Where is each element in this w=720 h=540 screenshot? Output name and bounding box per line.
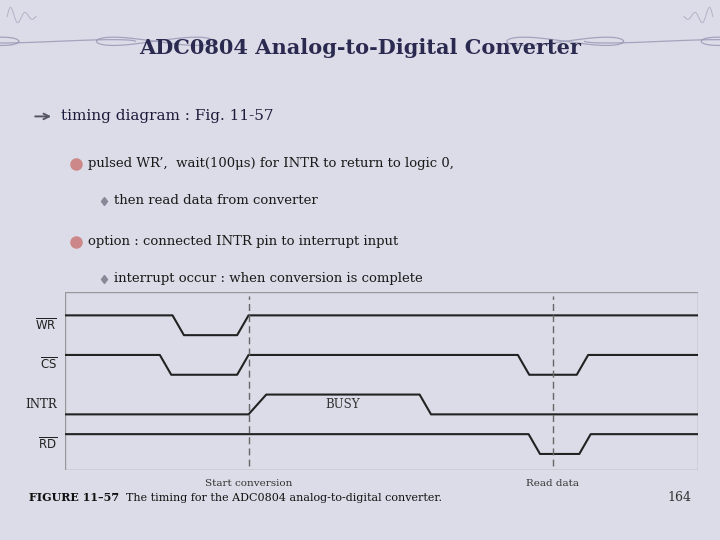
Text: Start conversion: Start conversion	[205, 478, 292, 488]
Text: timing diagram : Fig. 11-57: timing diagram : Fig. 11-57	[61, 110, 274, 124]
Text: ADC0804 Analog-to-Digital Converter: ADC0804 Analog-to-Digital Converter	[139, 38, 581, 58]
Text: $\overline{\rm WR}$: $\overline{\rm WR}$	[35, 318, 57, 333]
Text: $\overline{\rm RD}$: $\overline{\rm RD}$	[38, 436, 57, 452]
Text: option : connected INTR pin to interrupt input: option : connected INTR pin to interrupt…	[88, 235, 398, 248]
Text: then read data from converter: then read data from converter	[114, 194, 318, 207]
Text: Read data: Read data	[526, 478, 579, 488]
Text: interrupt occur : when conversion is complete: interrupt occur : when conversion is com…	[114, 272, 423, 285]
Text: FIGURE 11–57: FIGURE 11–57	[29, 492, 119, 503]
Text: $\overline{\rm CS}$: $\overline{\rm CS}$	[40, 357, 57, 373]
Text: pulsed WR’,  wait(100μs) for INTR to return to logic 0,: pulsed WR’, wait(100μs) for INTR to retu…	[88, 157, 454, 170]
Text: 164: 164	[667, 491, 691, 504]
Text: INTR: INTR	[25, 398, 57, 411]
Text: BUSY: BUSY	[325, 398, 360, 411]
Text: The timing for the ADC0804 analog-to-digital converter.: The timing for the ADC0804 analog-to-dig…	[126, 493, 442, 503]
